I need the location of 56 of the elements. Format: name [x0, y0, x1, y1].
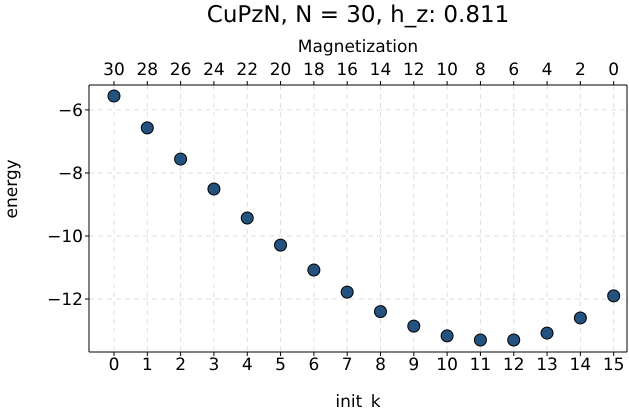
y-tick-label: −10 — [47, 227, 83, 248]
point — [240, 212, 254, 225]
x2-tick-label: 30 — [103, 60, 125, 80]
point — [540, 326, 554, 340]
x2-tick-label: 0 — [608, 60, 620, 80]
y-tick-label: −12 — [47, 290, 83, 310]
x-axis-title: init_k — [335, 392, 381, 409]
x-tick-label: 3 — [208, 355, 220, 376]
point — [107, 90, 120, 103]
x2-tick-label: 2 — [574, 60, 586, 80]
x-tick-label: 1 — [142, 355, 153, 376]
point — [174, 152, 188, 166]
x2-tick-label: 8 — [475, 60, 486, 80]
chart-title: CuPzN, N = 30, h_z: 0.811 — [206, 2, 510, 28]
x-tick-label: 15 — [602, 355, 624, 376]
x-tick-label: 10 — [436, 355, 458, 376]
x2-tick-label: 14 — [370, 60, 392, 80]
x-tick-label: 0 — [108, 355, 120, 376]
point — [574, 311, 587, 324]
y-tick-label: −6 — [58, 100, 83, 121]
point — [407, 320, 420, 333]
x-tick-label: 9 — [408, 355, 420, 376]
point — [607, 289, 620, 302]
point — [474, 334, 487, 347]
x2-tick-label: 20 — [270, 60, 292, 80]
point — [207, 182, 220, 196]
x2-tick-label: 4 — [542, 60, 552, 80]
x-tick-label: 12 — [502, 355, 525, 376]
x2-tick-label: 6 — [508, 60, 520, 80]
x2-tick-label: 26 — [170, 60, 192, 80]
point — [274, 238, 288, 252]
x-tick-label: 7 — [342, 355, 353, 376]
x-tick-label: 13 — [536, 355, 558, 376]
x2-tick-label: 28 — [136, 60, 158, 80]
point — [507, 334, 520, 347]
x2-tick-label: 22 — [236, 60, 258, 80]
point — [140, 121, 154, 134]
x-tick-label: 11 — [470, 355, 492, 376]
x2-tick-label: 12 — [402, 60, 425, 80]
x2-tick-label: 18 — [303, 60, 325, 80]
x2-tick-label: 10 — [436, 60, 458, 80]
point — [307, 264, 320, 277]
point — [374, 305, 387, 318]
x2-axis-title: Magnetization — [298, 37, 418, 57]
x-tick-label: 6 — [308, 355, 320, 376]
y-axis-title: energy — [2, 159, 22, 218]
point — [340, 286, 354, 299]
x-tick-label: 4 — [242, 355, 253, 376]
x2-tick-label: 24 — [203, 60, 225, 80]
x2-tick-label: 16 — [336, 60, 358, 80]
point — [440, 329, 454, 342]
x-tick-label: 2 — [175, 355, 186, 376]
x-tick-label: 5 — [275, 355, 286, 376]
x-tick-label: 8 — [375, 355, 386, 376]
x-tick-label: 14 — [570, 355, 592, 376]
y-tick-label: −8 — [58, 164, 83, 184]
